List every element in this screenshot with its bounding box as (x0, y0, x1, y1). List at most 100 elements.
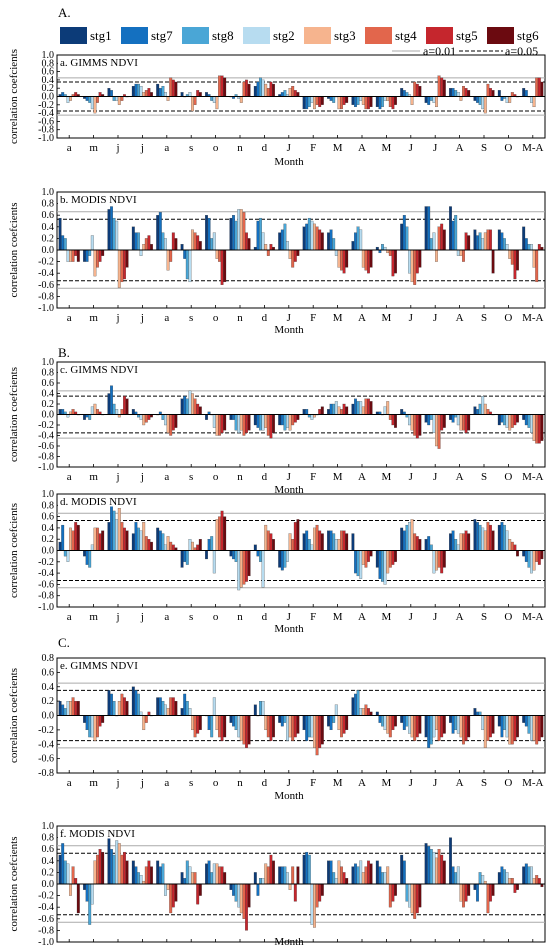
bar-stg1 (205, 92, 208, 97)
bar-stg3 (239, 209, 243, 251)
bar-stg4 (462, 414, 465, 431)
bar-stg3 (264, 83, 268, 97)
bar-stg3 (239, 96, 243, 103)
x-tick-label: j (115, 312, 119, 324)
bar-stg2 (261, 79, 265, 97)
x-tick-label: n (237, 946, 243, 948)
x-tick-label: J (433, 777, 438, 789)
bar-stg1 (327, 232, 330, 251)
bar-stg3 (508, 249, 512, 259)
bar-stg3 (532, 96, 536, 108)
bar-stg4 (144, 414, 148, 423)
bar-stg1 (522, 88, 526, 97)
y-tick-label: -0.8 (38, 925, 54, 936)
x-tick-label: m (89, 611, 98, 623)
y-tick-label: -0.4 (38, 902, 54, 913)
bar-stg5 (440, 223, 444, 251)
bar-stg3 (215, 519, 219, 551)
bar-stg7 (61, 409, 65, 415)
x-tick-label: F (310, 777, 316, 789)
bar-stg5 (489, 88, 492, 97)
bar-stg5 (464, 414, 468, 434)
bar-stg2 (237, 209, 241, 251)
bar-stg2 (334, 539, 338, 551)
bar-stg3 (239, 883, 243, 914)
bar-stg1 (473, 229, 477, 251)
bar-stg3 (508, 878, 512, 885)
bar-stg6 (516, 414, 519, 423)
bar-stg6 (320, 715, 324, 745)
bar-stg7 (305, 409, 309, 415)
panel-title: d. MODIS NDVI (60, 496, 137, 508)
x-tick-label: J (287, 312, 292, 324)
bar-stg3 (69, 701, 72, 716)
bar-stg7 (207, 217, 211, 251)
y-axis-label: correlation coefcients (8, 837, 20, 932)
bar-stg4 (486, 229, 490, 251)
bar-stg8 (259, 217, 262, 251)
bar-stg3 (264, 715, 268, 731)
bar-stg3 (166, 414, 170, 434)
y-tick-label: 0.2 (42, 233, 55, 244)
bar-stg1 (253, 86, 257, 97)
y-tick-label: -0.2 (38, 557, 54, 568)
bar-stg8 (307, 96, 311, 108)
bar-stg2 (456, 249, 460, 256)
bar-stg5 (293, 715, 297, 738)
bar-stg8 (381, 96, 384, 108)
bar-stg6 (198, 883, 202, 896)
bar-stg1 (107, 209, 111, 251)
bar-stg5 (171, 883, 175, 908)
bar-stg4 (71, 409, 75, 415)
bar-stg2 (139, 86, 143, 97)
bar-stg7 (329, 403, 333, 415)
bar-stg1 (229, 715, 233, 723)
bar-stg2 (530, 414, 533, 434)
bar-stg2 (310, 883, 314, 925)
bar-stg4 (535, 249, 539, 283)
legend-label-stg5: stg5 (456, 28, 478, 43)
bar-stg7 (329, 530, 333, 551)
bar-stg2 (139, 875, 143, 885)
chart-panels: 1.00.80.60.40.20.0-0.2-0.4-0.6-0.8-1.0co… (8, 49, 546, 948)
bar-stg3 (215, 863, 219, 885)
bar-stg1 (83, 715, 86, 723)
bar-stg1 (473, 96, 477, 101)
bar-stg5 (98, 249, 102, 262)
bar-stg8 (161, 863, 165, 885)
bar-stg8 (63, 860, 67, 885)
y-tick-label: -0.2 (38, 725, 54, 736)
bar-stg3 (508, 715, 512, 745)
bar-stg3 (435, 249, 438, 262)
bar-stg2 (164, 238, 167, 251)
bar-stg6 (442, 550, 446, 568)
bar-stg5 (367, 860, 370, 885)
y-tick-label: -0.6 (38, 280, 54, 291)
bar-stg3 (191, 715, 194, 731)
bar-stg6 (320, 406, 324, 415)
bar-stg4 (71, 866, 75, 885)
bar-stg2 (481, 396, 485, 415)
bar-stg6 (345, 715, 349, 731)
x-tick-label: s (189, 142, 193, 154)
bar-stg2 (456, 715, 460, 734)
bar-stg4 (96, 249, 99, 268)
bar-stg4 (96, 409, 99, 415)
bar-stg2 (334, 878, 338, 885)
bar-stg7 (305, 851, 309, 885)
bar-stg4 (291, 715, 295, 741)
bar-stg1 (180, 92, 184, 97)
bar-stg3 (117, 508, 121, 551)
bar-stg7 (500, 232, 504, 251)
bar-stg1 (278, 550, 282, 568)
bar-stg8 (210, 715, 214, 738)
bar-stg8 (503, 524, 506, 551)
bar-stg4 (462, 715, 465, 745)
bar-stg4 (144, 90, 148, 97)
y-tick-label: 0.4 (42, 856, 55, 867)
bar-stg4 (340, 96, 343, 110)
bar-stg8 (527, 244, 531, 251)
bar-stg5 (220, 249, 224, 285)
bar-stg2 (90, 544, 94, 551)
bar-stg7 (134, 522, 138, 551)
